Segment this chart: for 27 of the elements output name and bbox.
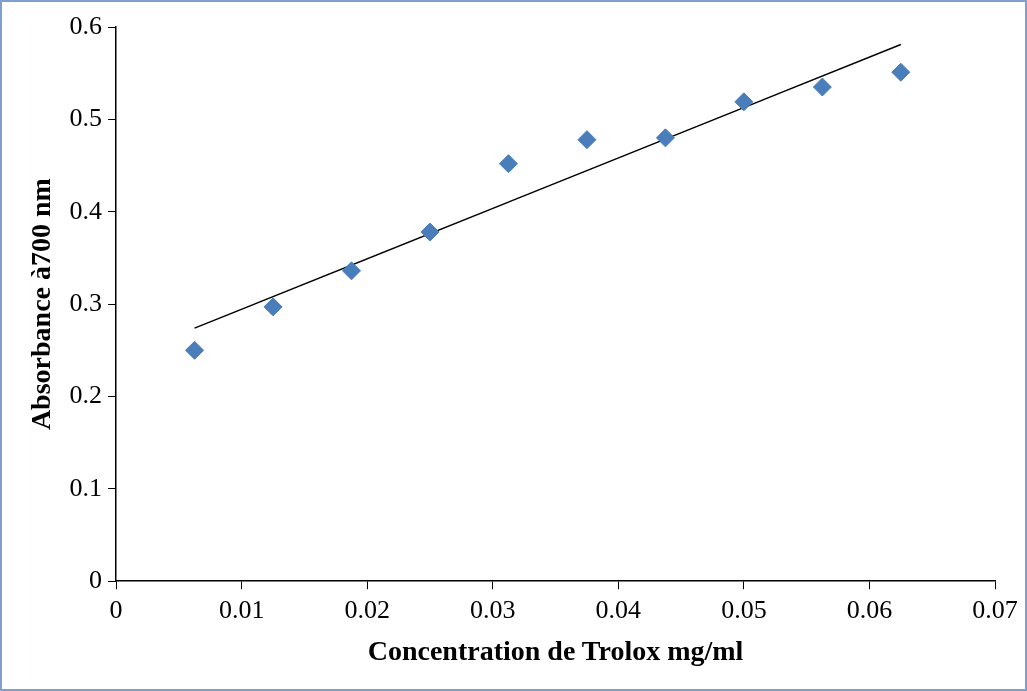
point xyxy=(812,77,832,97)
y-axis-title: Absorbance à700 nm xyxy=(25,178,57,431)
x-tick-label: 0.04 xyxy=(595,594,642,624)
y-tick-label: 0.4 xyxy=(69,195,103,225)
x-tick-label: 0.02 xyxy=(344,594,390,624)
y-tick-label: 0.3 xyxy=(69,287,103,317)
point xyxy=(577,130,597,150)
x-tick-label: 0.07 xyxy=(972,594,1018,624)
point xyxy=(498,154,518,174)
point xyxy=(263,297,283,317)
y-tick-label: 0.1 xyxy=(69,472,103,502)
point xyxy=(655,128,675,148)
x-tick-label: 0.06 xyxy=(846,594,893,624)
y-tick-label: 0.5 xyxy=(69,103,103,133)
x-tick-label: 0.03 xyxy=(470,594,516,624)
x-tick-label: 0.01 xyxy=(218,594,265,624)
point xyxy=(420,222,440,242)
point xyxy=(342,261,362,281)
x-tick-label: 0.05 xyxy=(721,594,767,624)
x-axis-title: Concentration de Trolox mg/ml xyxy=(367,635,744,667)
point xyxy=(891,62,911,82)
point xyxy=(185,340,205,360)
point xyxy=(734,92,754,112)
x-tick-label: 0 xyxy=(109,594,123,624)
y-tick-label: 0.2 xyxy=(69,380,103,410)
y-tick-label: 0.6 xyxy=(69,10,103,40)
y-tick-label: 0 xyxy=(89,565,103,595)
